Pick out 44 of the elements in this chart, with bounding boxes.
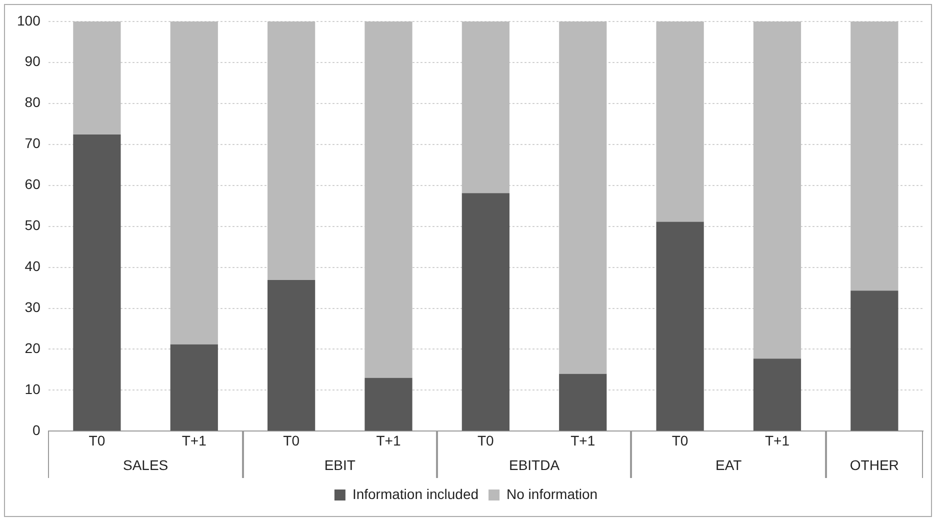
y-tick-label: 70: [24, 135, 41, 152]
bar: [850, 21, 898, 291]
y-tick-label: 90: [24, 53, 41, 70]
y-tick-label: 40: [24, 258, 41, 274]
y-tick-label: 0: [32, 422, 41, 438]
x-tick-label: T0: [478, 432, 494, 448]
bar: [656, 21, 704, 222]
text: OTHER: [850, 456, 899, 473]
text: SALES: [122, 456, 168, 473]
bar: [170, 344, 218, 431]
bar: [753, 358, 802, 431]
y-tick-label: 80: [24, 94, 41, 110]
y-tick-label: 20: [24, 340, 41, 356]
text: EBIT: [324, 456, 356, 473]
y-tick-label: 10: [24, 381, 41, 398]
bar: [364, 378, 412, 431]
y-tick-label: 50: [24, 217, 41, 234]
bar: [268, 21, 316, 280]
y-tick-label: 60: [24, 176, 41, 192]
text: EBITDA: [508, 456, 560, 473]
bar: [268, 280, 316, 431]
x-tick-label: T+1: [376, 432, 401, 448]
bar: [559, 374, 607, 431]
x-tick-label: T0: [283, 432, 300, 448]
bar: [364, 21, 412, 378]
bar: [462, 21, 510, 194]
bar: [656, 222, 704, 431]
bar: [170, 21, 218, 344]
text: EAT: [716, 456, 742, 473]
bar: [73, 21, 121, 135]
y-tick-label: 100: [17, 12, 41, 28]
y-tick-label: 30: [24, 299, 41, 316]
x-tick-label: T0: [672, 432, 688, 448]
bar: [850, 290, 898, 431]
bar: [462, 193, 510, 431]
x-tick-label: T0: [88, 432, 106, 448]
x-tick-label: T+1: [764, 432, 790, 448]
bar: [73, 134, 121, 431]
bar: [559, 21, 607, 374]
x-tick-label: T+1: [570, 432, 596, 448]
legend-label: Information included: [352, 486, 479, 502]
bar: [753, 21, 802, 359]
x-tick-label: T+1: [182, 432, 207, 448]
legend-label: No information: [506, 486, 598, 502]
